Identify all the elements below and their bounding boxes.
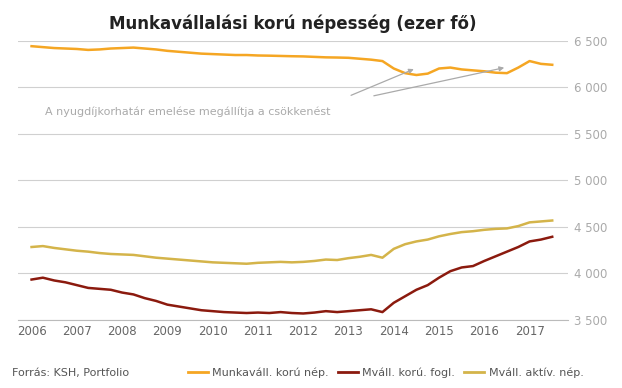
Title: Munkavállalási korú népesség (ezer fő): Munkavállalási korú népesség (ezer fő) bbox=[109, 15, 477, 33]
Text: A nyugdíjkorhatár emelése megállítja a csökkenést: A nyugdíjkorhatár emelése megállítja a c… bbox=[45, 107, 331, 118]
Legend: Munkaváll. korú nép., Mváll. korú. fogl., Mváll. aktív. nép.: Munkaváll. korú nép., Mváll. korú. fogl.… bbox=[183, 363, 588, 383]
Text: Forrás: KSH, Portfolio: Forrás: KSH, Portfolio bbox=[12, 368, 129, 378]
